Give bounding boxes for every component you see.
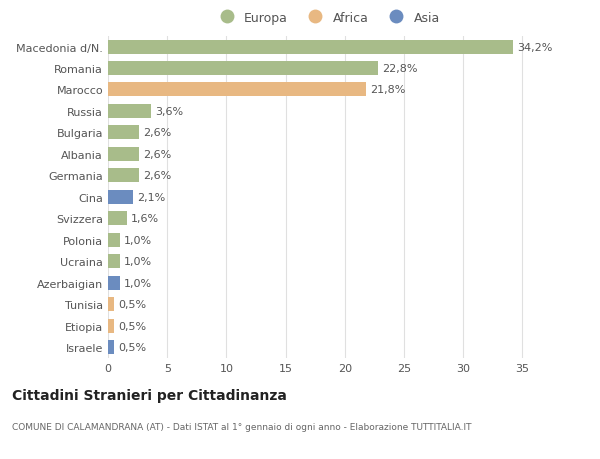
Bar [108,40,513,54]
Text: 3,6%: 3,6% [155,106,183,117]
Text: 1,0%: 1,0% [124,257,152,267]
Bar [108,105,151,118]
Text: 34,2%: 34,2% [517,42,553,52]
Bar [108,190,133,204]
Bar [108,126,139,140]
Text: 0,5%: 0,5% [118,299,146,309]
Bar [108,297,114,311]
Bar [108,169,139,183]
Bar [108,84,366,97]
Bar [108,255,120,269]
Text: 2,1%: 2,1% [137,192,165,202]
Legend: Europa, Africa, Asia: Europa, Africa, Asia [212,9,443,27]
Text: 1,6%: 1,6% [131,214,159,224]
Text: 0,5%: 0,5% [118,342,146,353]
Bar [108,62,378,76]
Text: 21,8%: 21,8% [370,85,406,95]
Text: 0,5%: 0,5% [118,321,146,331]
Text: 22,8%: 22,8% [382,64,418,74]
Text: 2,6%: 2,6% [143,128,171,138]
Text: Cittadini Stranieri per Cittadinanza: Cittadini Stranieri per Cittadinanza [12,388,287,402]
Text: COMUNE DI CALAMANDRANA (AT) - Dati ISTAT al 1° gennaio di ogni anno - Elaborazio: COMUNE DI CALAMANDRANA (AT) - Dati ISTAT… [12,422,472,431]
Text: 2,6%: 2,6% [143,150,171,160]
Bar [108,212,127,226]
Bar [108,341,114,354]
Text: 1,0%: 1,0% [124,278,152,288]
Text: 1,0%: 1,0% [124,235,152,245]
Bar [108,233,120,247]
Bar [108,147,139,162]
Text: 2,6%: 2,6% [143,171,171,181]
Bar [108,319,114,333]
Bar [108,276,120,290]
